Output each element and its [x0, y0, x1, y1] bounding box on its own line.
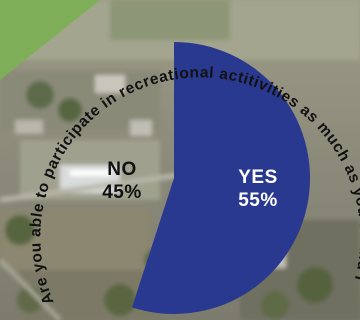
slice-label-yes: YES — [238, 167, 278, 188]
slice-percent-yes: 55% — [238, 190, 278, 211]
pie-slices — [131, 42, 311, 315]
slice-labels: YES 55% NO 45% — [102, 159, 278, 211]
pie-slice-yes — [131, 42, 311, 315]
corner-accent — [0, 0, 100, 80]
slice-label-no: NO — [107, 159, 137, 180]
slice-percent-no: 45% — [102, 182, 142, 203]
